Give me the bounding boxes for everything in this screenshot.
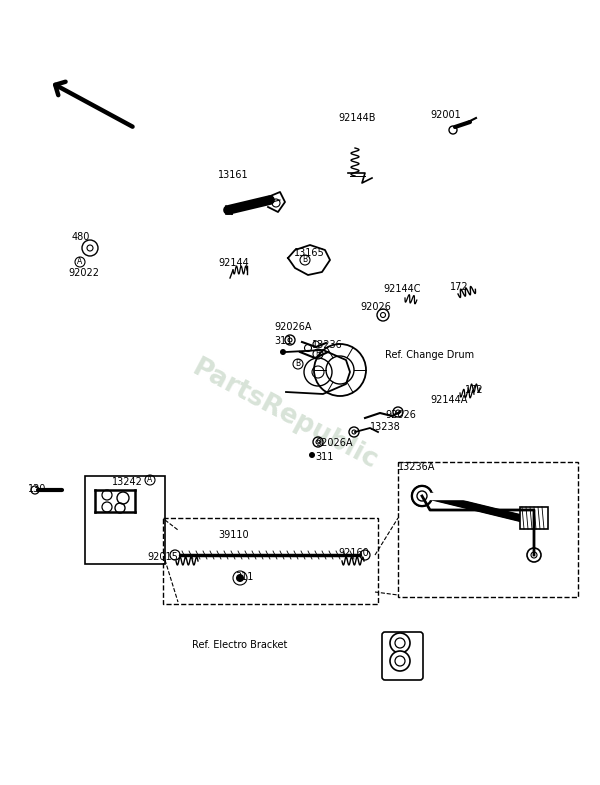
Text: PartsRepublic: PartsRepublic [188,355,382,475]
Text: Ref. Electro Bracket: Ref. Electro Bracket [192,640,287,650]
Circle shape [390,651,410,671]
Text: 92026A: 92026A [274,322,311,332]
Text: 172: 172 [450,282,469,292]
Text: 92022: 92022 [68,268,99,278]
Polygon shape [286,350,350,394]
Bar [398,462,578,597]
Text: 13165: 13165 [294,248,325,258]
Text: B: B [302,255,308,265]
Circle shape [527,548,541,562]
Circle shape [236,574,244,582]
Text: 92144B: 92144B [338,113,376,123]
Text: 13236A: 13236A [398,462,436,472]
Text: 480: 480 [72,232,91,242]
Text: 311: 311 [274,336,292,346]
Circle shape [280,349,286,355]
Text: 92144C: 92144C [383,284,421,294]
Circle shape [390,633,410,653]
Text: 39110: 39110 [218,530,248,540]
Circle shape [309,452,315,458]
Bar [520,507,548,529]
Text: Ref. Change Drum: Ref. Change Drum [385,350,474,360]
Text: 311: 311 [315,452,334,462]
Text: 92026A: 92026A [315,438,353,448]
Circle shape [412,486,432,506]
Text: 13242: 13242 [112,477,143,487]
Text: B: B [295,360,301,368]
Bar [163,518,378,604]
Text: 92001: 92001 [430,110,461,120]
Text: B: B [316,349,320,359]
Text: 130: 130 [28,484,46,494]
Text: A: A [77,257,83,266]
Text: 13161: 13161 [218,170,248,180]
Text: 92144A: 92144A [430,395,467,405]
Text: 92026: 92026 [360,302,391,312]
Text: 92144: 92144 [218,258,249,268]
Text: 311: 311 [235,572,253,582]
Text: 92015: 92015 [147,552,178,562]
Bar [85,476,165,564]
Text: 13238: 13238 [370,422,401,432]
Text: 92160: 92160 [338,548,369,558]
Circle shape [412,486,432,506]
Text: 172: 172 [465,385,484,395]
Text: A: A [148,476,152,484]
Text: 13236: 13236 [312,340,343,350]
Text: 92026: 92026 [385,410,416,420]
